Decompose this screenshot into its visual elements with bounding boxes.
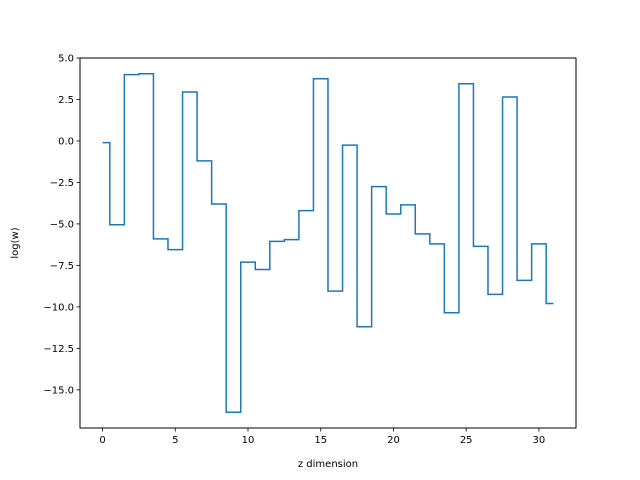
- y-axis-label: log(w): [10, 227, 21, 258]
- y-tick-label: 5.0: [58, 54, 74, 65]
- x-axis-ticks: 0 5 10 15 20 25 30: [99, 428, 545, 446]
- y-tick-label: −15.0: [43, 385, 74, 396]
- axes-frame: [79, 57, 577, 429]
- x-tick-label: 0: [99, 435, 105, 446]
- y-tick-label: 2.5: [58, 95, 74, 106]
- x-tick-label: 30: [533, 435, 546, 446]
- x-tick-label: 25: [460, 435, 473, 446]
- x-tick-label: 10: [242, 435, 255, 446]
- y-tick-label: −5.0: [50, 219, 74, 230]
- x-tick-label: 15: [314, 435, 327, 446]
- y-tick-label: −7.5: [50, 261, 74, 272]
- y-tick-label: −12.5: [43, 344, 74, 355]
- series-layer: [102, 73, 554, 413]
- y-tick-label: −2.5: [50, 178, 74, 189]
- y-axis-ticks: 5.0 2.5 0.0 −2.5 −5.0 −7.5 −10.0 −12.5 −15.0: [43, 54, 80, 396]
- y-tick-label: 0.0: [58, 136, 74, 147]
- series-line: [102, 73, 554, 413]
- x-tick-label: 5: [172, 435, 178, 446]
- y-tick-label: −10.0: [43, 302, 74, 313]
- x-axis-label: z dimension: [298, 459, 358, 470]
- x-tick-label: 20: [387, 435, 400, 446]
